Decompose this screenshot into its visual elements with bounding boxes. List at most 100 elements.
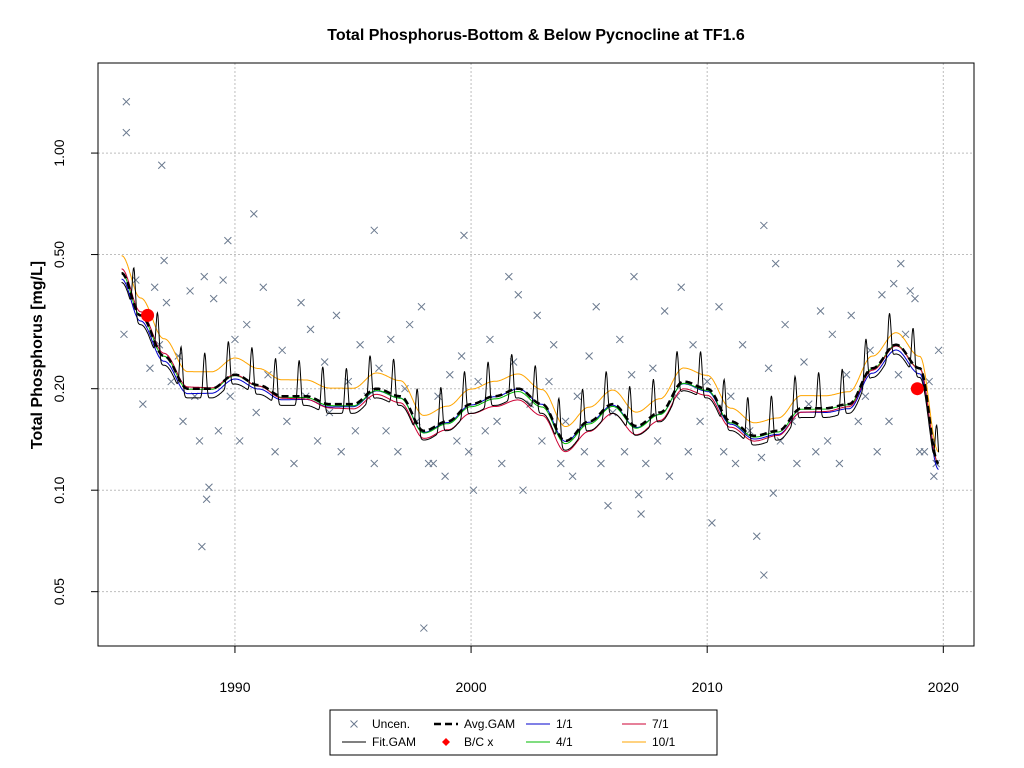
legend-label: 1/1 <box>556 717 573 731</box>
data-point <box>150 283 159 292</box>
data-point <box>231 335 239 344</box>
legend-label: Avg.GAM <box>464 717 515 731</box>
data-point <box>394 447 402 456</box>
data-point <box>816 307 825 315</box>
x-tick-label: 2000 <box>455 679 486 695</box>
legend-label: 7/1 <box>652 717 669 731</box>
data-point <box>242 320 251 329</box>
data-point <box>804 400 813 408</box>
data-point <box>401 384 409 393</box>
data-point <box>497 459 506 468</box>
data-point <box>696 417 704 426</box>
series-line-s7_1 <box>121 268 939 464</box>
data-point <box>417 302 426 311</box>
data-point <box>195 437 204 445</box>
data-point <box>561 417 570 426</box>
data-point <box>370 459 379 468</box>
data-point <box>429 459 438 468</box>
data-point <box>519 486 527 495</box>
data-point <box>793 459 801 468</box>
data-point <box>474 377 483 386</box>
data-point <box>615 335 624 344</box>
series-lines <box>121 255 940 470</box>
data-point <box>337 447 346 456</box>
data-point <box>760 571 768 579</box>
y-tick-label: 0.05 <box>51 578 67 605</box>
grid <box>98 63 974 646</box>
data-point <box>332 311 341 320</box>
data-point <box>504 272 513 281</box>
data-point <box>597 459 605 468</box>
x-tick-label: 2010 <box>692 679 723 695</box>
data-point <box>198 542 206 551</box>
data-point <box>259 283 268 292</box>
data-point <box>585 352 593 360</box>
data-point <box>441 472 449 481</box>
data-point <box>179 417 187 426</box>
data-point <box>160 256 168 265</box>
data-point <box>375 364 383 373</box>
data-point <box>764 364 773 373</box>
data-point <box>249 210 258 218</box>
data-point <box>752 532 761 541</box>
data-point <box>771 259 780 268</box>
bc-point <box>141 308 155 322</box>
data-point <box>934 346 943 355</box>
data-point <box>932 459 941 468</box>
data-point <box>224 236 232 245</box>
data-point <box>386 335 395 344</box>
data-point <box>738 340 747 349</box>
series-line-s4_1 <box>121 272 939 464</box>
data-point <box>823 437 832 445</box>
data-point <box>630 272 638 281</box>
data-point <box>828 330 837 339</box>
data-point <box>167 377 176 386</box>
data-point <box>781 320 789 329</box>
data-point <box>580 447 589 456</box>
y-tick-label: 1.00 <box>51 139 67 166</box>
data-point <box>894 370 903 379</box>
y-tick-label: 0.10 <box>51 476 67 503</box>
data-point <box>885 417 893 426</box>
y-tick-label: 0.20 <box>51 375 67 402</box>
data-point <box>604 501 612 510</box>
data-point <box>930 472 938 481</box>
data-point <box>122 128 131 137</box>
data-point <box>419 624 428 632</box>
data-point <box>162 298 171 307</box>
data-point <box>139 400 147 408</box>
series-line-s1_1 <box>121 278 939 470</box>
data-point <box>549 340 558 349</box>
data-point <box>861 392 870 401</box>
series-line-avg-gam <box>121 272 940 465</box>
data-point <box>800 358 808 366</box>
data-point <box>627 370 636 379</box>
x-tick-label: 1990 <box>219 679 250 695</box>
data-point <box>901 330 910 339</box>
data-point <box>320 358 329 366</box>
data-point <box>568 472 577 481</box>
data-point <box>202 495 211 504</box>
data-point <box>283 417 291 426</box>
legend-label: Fit.GAM <box>372 735 416 749</box>
data-point <box>264 370 272 379</box>
data-point <box>464 447 473 456</box>
data-point <box>608 408 617 417</box>
data-point <box>186 287 194 295</box>
y-tick-label: 0.50 <box>51 241 67 268</box>
data-point <box>684 447 693 456</box>
data-point <box>325 408 334 417</box>
series-line-s10_1 <box>121 255 939 453</box>
data-point <box>906 287 915 295</box>
data-point <box>811 447 820 456</box>
data-point <box>313 437 322 445</box>
data-point <box>120 330 128 339</box>
data-point <box>200 272 209 281</box>
data-point <box>370 226 379 235</box>
data-point <box>205 483 213 492</box>
data-point <box>146 364 154 373</box>
data-point <box>545 377 553 386</box>
data-point <box>457 352 466 360</box>
data-point <box>889 279 898 288</box>
